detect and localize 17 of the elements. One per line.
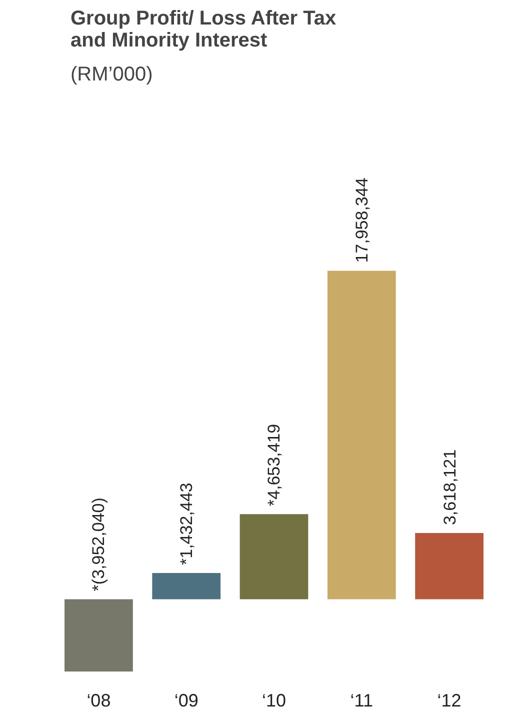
x-tick-label: ‘10 xyxy=(262,690,286,710)
x-tick-label: ‘11 xyxy=(350,690,373,710)
data-label: 17,958,344 xyxy=(352,178,372,263)
x-tick-label: ‘12 xyxy=(437,690,462,710)
bar xyxy=(327,270,396,600)
bar xyxy=(152,573,221,600)
chart-subtitle: (RM’000) xyxy=(70,64,153,86)
x-tick-label: ‘09 xyxy=(174,690,198,710)
data-label: *4,653,419 xyxy=(264,424,284,506)
bar xyxy=(64,599,133,672)
x-tick-label: ‘08 xyxy=(86,690,111,710)
bar xyxy=(415,533,484,600)
chart-title: Group Profit/ Loss After Tax and Minority Interest xyxy=(70,8,336,52)
data-label: *1,432,443 xyxy=(176,482,196,566)
data-label: *(3,952,040) xyxy=(89,498,108,592)
bar xyxy=(240,514,308,600)
data-label: 3,618,121 xyxy=(440,449,460,526)
